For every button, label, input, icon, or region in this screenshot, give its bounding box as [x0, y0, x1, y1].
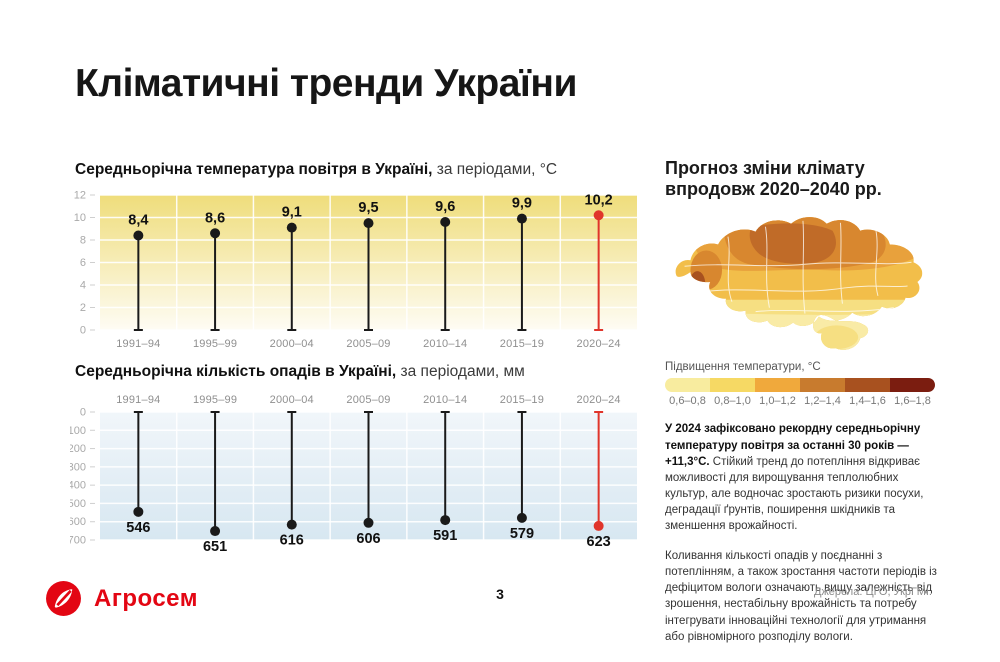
agrosem-logo: Агросем [45, 580, 198, 617]
precipitation-chart: 0 100 200 300 400 500 600 700 546 1991–94 651 1995–… [70, 394, 637, 555]
forecast-paragraph-1-lead: У 2024 зафіксовано рекордну середньорічн… [665, 423, 921, 468]
svg-text:579: 579 [510, 526, 534, 542]
agrosem-logo-text: Агросем [94, 584, 198, 612]
svg-text:9,9: 9,9 [512, 196, 532, 212]
forecast-panel: Прогноз зміни клімату впродовж 2020–2040… [665, 158, 937, 645]
legend-segment-1,4–1,6 [845, 378, 890, 393]
svg-text:2020–24: 2020–24 [577, 338, 621, 350]
forecast-heading-line2: впродовж 2020–2040 рр. [665, 179, 882, 200]
temperature-chart-title: Середньорічна температура повітря в Укра… [75, 161, 557, 179]
svg-text:4: 4 [80, 280, 86, 292]
svg-text:300: 300 [70, 461, 86, 473]
svg-text:8: 8 [80, 235, 86, 247]
svg-text:616: 616 [280, 533, 304, 549]
svg-text:9,5: 9,5 [358, 200, 378, 216]
svg-text:2010–14: 2010–14 [423, 394, 467, 406]
temperature-chart-title-units: за періодами, °С [432, 161, 558, 178]
svg-text:500: 500 [70, 498, 86, 510]
svg-text:2000–04: 2000–04 [270, 394, 314, 406]
svg-text:100: 100 [70, 425, 86, 437]
forecast-paragraph-1-body: Стійкий тренд до потепління відкриває мо… [665, 455, 924, 533]
forecast-heading-line1: Прогноз зміни клімату [665, 158, 865, 178]
temperature-chart: 0 2 4 6 8 10 12 8,4 1991–94 8,6 1995–99 9,1 2000–04 9… [74, 190, 637, 350]
svg-text:1991–94: 1991–94 [116, 338, 160, 350]
legend-title: Підвищення температури, °С [665, 361, 821, 374]
forecast-paragraph-1: У 2024 зафіксовано рекордну середньорічн… [665, 421, 937, 534]
svg-text:591: 591 [433, 528, 457, 544]
svg-text:2020–24: 2020–24 [577, 394, 621, 406]
ukraine-climate-map [665, 209, 935, 357]
agrosem-logo-icon [46, 581, 81, 616]
legend-label: 1,6–1,8 [894, 395, 931, 408]
precipitation-chart-title-bold: Середньорічна кількість опадів в Україні… [75, 363, 397, 380]
legend-label: 0,8–1,0 [714, 395, 751, 408]
legend-label: 1,0–1,2 [759, 395, 796, 408]
legend-label: 1,4–1,6 [849, 395, 886, 408]
forecast-text: У 2024 зафіксовано рекордну середньорічн… [665, 421, 937, 644]
svg-text:9,1: 9,1 [282, 205, 302, 221]
svg-text:0: 0 [80, 407, 86, 419]
forecast-paragraph-2: Коливання кількості опадів у поєднанні з… [665, 550, 937, 643]
svg-text:10: 10 [74, 212, 86, 224]
ukraine-map-graphic [675, 217, 923, 351]
svg-text:8,4: 8,4 [128, 213, 148, 229]
svg-text:9,6: 9,6 [435, 199, 455, 215]
page-title: Кліматичні тренди України [75, 62, 577, 105]
legend-label: 1,2–1,4 [804, 395, 841, 408]
svg-text:606: 606 [356, 531, 380, 547]
legend-segment-1,0–1,2 [755, 378, 800, 393]
svg-text:1995–99: 1995–99 [193, 394, 237, 406]
svg-text:400: 400 [70, 480, 86, 492]
legend-segment-0,6–0,8 [665, 378, 710, 393]
legend-color-bar [665, 378, 935, 393]
svg-text:2015–19: 2015–19 [500, 338, 544, 350]
svg-text:623: 623 [587, 534, 611, 550]
svg-text:6: 6 [80, 257, 86, 269]
svg-text:0: 0 [80, 325, 86, 337]
forecast-heading: Прогноз зміни клімату впродовж 2020–2040… [665, 158, 937, 200]
svg-text:200: 200 [70, 443, 86, 455]
svg-text:2010–14: 2010–14 [423, 338, 467, 350]
page-number: 3 [496, 586, 504, 602]
svg-text:2005–09: 2005–09 [346, 394, 390, 406]
svg-text:700: 700 [70, 535, 86, 547]
legend-labels: 0,6–0,8 0,8–1,0 1,0–1,2 1,2–1,4 1,4–1,6 1,6–1… [665, 395, 935, 407]
sources-note: Джерела: ЦГО, УкрГМІ. [814, 586, 932, 598]
temperature-chart-title-bold: Середньорічна температура повітря в Укра… [75, 161, 433, 178]
legend-segment-0,8–1,0 [710, 378, 755, 393]
svg-text:546: 546 [126, 520, 150, 536]
precipitation-chart-title: Середньорічна кількість опадів в Україні… [75, 363, 525, 381]
svg-text:2000–04: 2000–04 [270, 338, 314, 350]
legend-label: 0,6–0,8 [669, 395, 706, 408]
svg-text:1991–94: 1991–94 [116, 394, 160, 406]
svg-text:600: 600 [70, 516, 86, 528]
legend-segment-1,2–1,4 [800, 378, 845, 393]
precipitation-chart-title-units: за періодами, мм [396, 363, 525, 380]
svg-text:2015–19: 2015–19 [500, 394, 544, 406]
svg-text:2005–09: 2005–09 [346, 338, 390, 350]
svg-text:10,2: 10,2 [585, 192, 613, 208]
svg-text:8,6: 8,6 [205, 210, 225, 226]
svg-text:2: 2 [80, 302, 86, 314]
svg-text:651: 651 [203, 539, 227, 555]
svg-text:1995–99: 1995–99 [193, 338, 237, 350]
svg-text:12: 12 [74, 190, 86, 202]
legend-segment-1,6–1,8 [890, 378, 935, 393]
